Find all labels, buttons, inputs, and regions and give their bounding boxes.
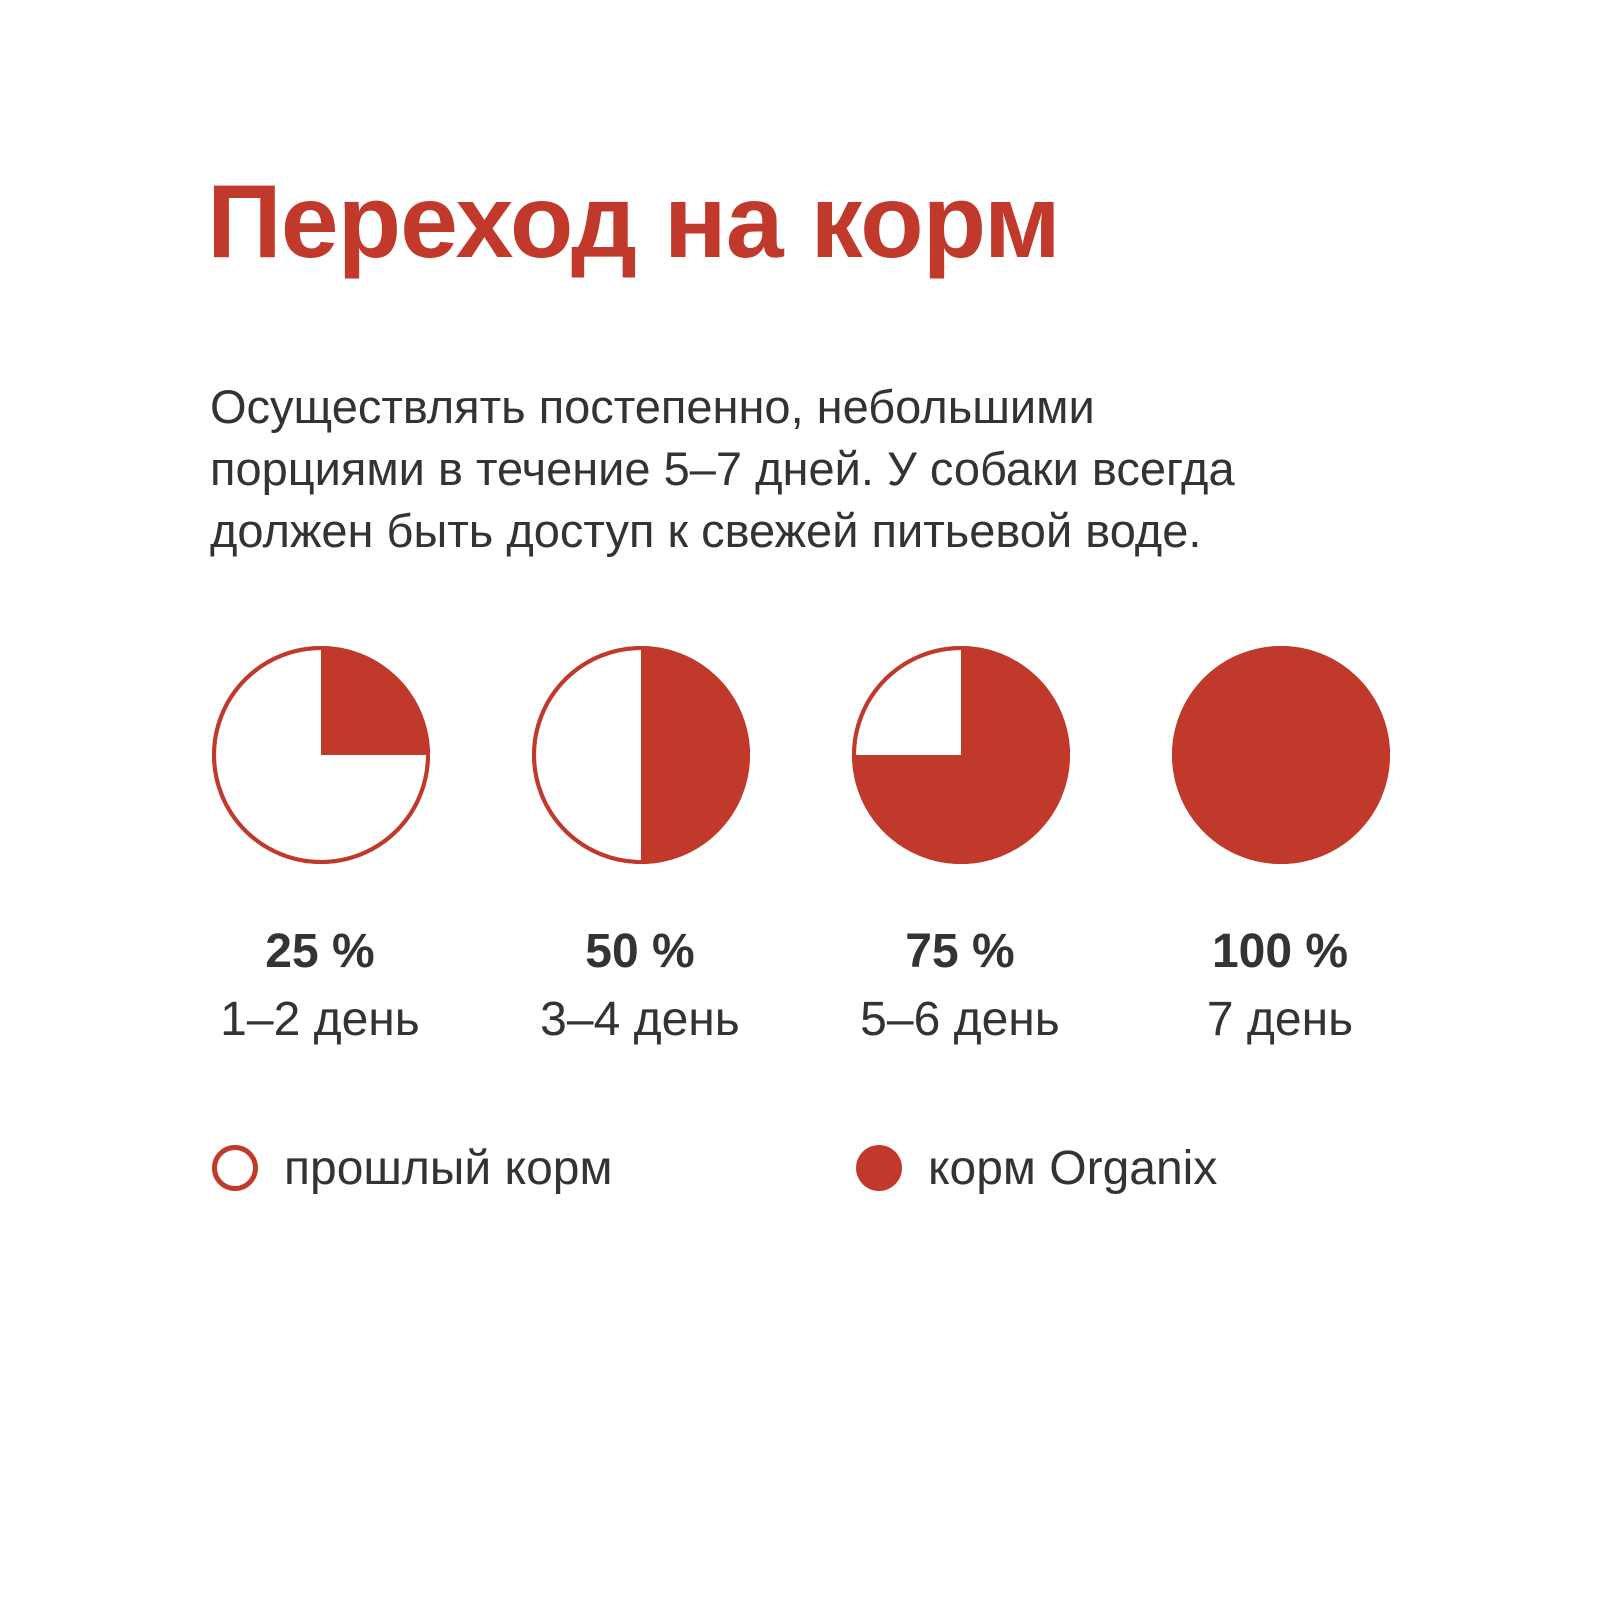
pie-organix-slice — [321, 648, 428, 755]
legend-filled-circle-icon — [856, 1145, 902, 1191]
pie-percent-label: 50 % — [585, 925, 695, 978]
pie-previous-food-slice — [1172, 646, 1390, 864]
pie-day-label: 7 день — [1206, 993, 1354, 1046]
pie-previous-food-slice — [532, 646, 750, 864]
pie-day-label: 5–6 день — [860, 993, 1060, 1046]
pie-organix-slice — [1172, 646, 1390, 864]
page-title: Переход на корм — [207, 164, 1061, 280]
legend-label: корм Organix — [928, 1141, 1218, 1195]
pie-percent-label: 100 % — [1211, 925, 1349, 978]
legend-outline-circle-icon — [212, 1145, 258, 1191]
pie-outline — [532, 646, 750, 864]
intro-line: должен быть доступ к свежей питьевой вод… — [210, 504, 1202, 557]
pie-previous-food-slice — [212, 646, 430, 864]
pie-organix-slice — [854, 648, 1068, 862]
pie-percent-label: 25 % — [265, 925, 375, 978]
legend-item-previous-food: прошлый корм — [212, 1138, 612, 1198]
legend-label: прошлый корм — [284, 1141, 613, 1195]
legend-item-organix-food: корм Organix — [856, 1138, 1217, 1198]
pie-organix-slice — [641, 648, 748, 862]
pie-outline — [852, 646, 1070, 864]
pie-percent-label: 75 % — [905, 925, 1015, 978]
pie-previous-food-slice — [852, 646, 1070, 864]
intro-line: порциями в течение 5–7 дней. У собаки вс… — [210, 442, 1235, 495]
pie-outline — [212, 646, 430, 864]
pie-day-label: 1–2 день — [220, 993, 420, 1046]
intro-line: Осуществлять постепенно, небольшими — [210, 380, 1095, 433]
pie-day-label: 3–4 день — [540, 993, 740, 1046]
intro-text: Осуществлять постепенно, небольшими порц… — [210, 376, 1470, 562]
